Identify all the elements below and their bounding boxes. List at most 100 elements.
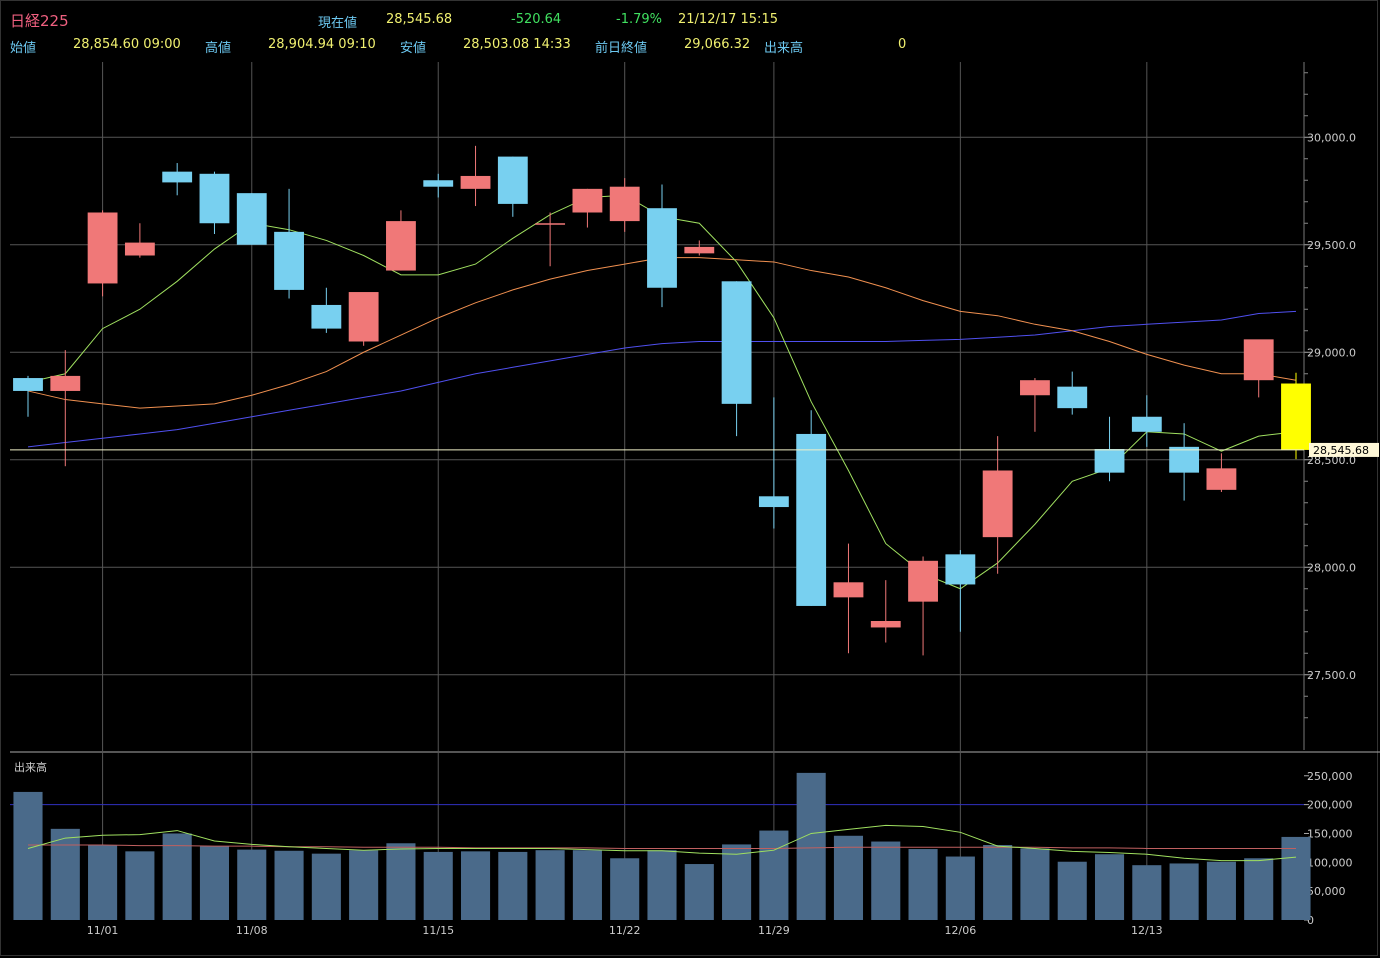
volume-bar: [311, 853, 341, 920]
candle-body: [423, 180, 454, 187]
candle-body: [311, 304, 342, 329]
price-change-pct: -1.79%: [616, 12, 662, 27]
volume-panel-label: 出来高: [14, 760, 47, 774]
volume-bar: [1020, 848, 1050, 920]
volume-bar: [796, 772, 826, 920]
candle-body: [1281, 383, 1311, 450]
candle-body: [50, 375, 81, 391]
volume-bar: [1094, 854, 1125, 920]
volume-bar: [237, 849, 267, 920]
volume-bar: [1244, 858, 1274, 920]
candle-body: [908, 560, 938, 602]
price-change: -520.64: [511, 12, 562, 27]
volume-tick-label: 50,000: [1307, 885, 1346, 898]
candle-body: [13, 378, 43, 391]
candle-body: [124, 242, 155, 256]
price-tick-label: 29,500.0: [1307, 239, 1356, 252]
candle-body: [274, 231, 304, 290]
prev-close-value: 29,066.32: [684, 37, 751, 52]
candle-body: [460, 175, 491, 189]
volume-bar: [945, 856, 975, 920]
volume-bar: [871, 841, 901, 920]
volume-bar: [1132, 865, 1162, 920]
candle-body: [609, 186, 640, 222]
volume-tick-label: 0: [1307, 914, 1314, 927]
volume-tick-label: 250,000: [1307, 770, 1353, 783]
x-tick-label: 11/15: [422, 924, 454, 937]
volume-bar: [88, 845, 118, 920]
candle-body: [945, 554, 976, 585]
volume-bar: [833, 835, 864, 920]
candle-body: [758, 496, 789, 508]
x-tick-label: 11/22: [609, 924, 641, 937]
volume-bar: [908, 849, 938, 920]
candle-body: [162, 171, 193, 183]
low-value: 28,503.08 14:33: [463, 37, 571, 52]
volume-bar: [423, 851, 453, 920]
volume-tick-label: 150,000: [1307, 827, 1353, 840]
candle-body: [497, 156, 528, 204]
high-value: 28,904.94 09:10: [268, 37, 376, 52]
volume-tick-label: 100,000: [1307, 856, 1353, 869]
volume-bar: [610, 858, 640, 920]
candle-body: [1243, 339, 1274, 381]
candle-body: [1094, 449, 1125, 473]
candle-body: [1169, 446, 1200, 473]
open-value: 28,854.60 09:00: [73, 37, 181, 52]
price-ma-long-line: [27, 310, 1297, 448]
volume-bar: [460, 851, 491, 920]
high-label: 高値: [205, 41, 232, 56]
current-price-value: 28,545.68: [386, 12, 453, 27]
price-tick-label: 29,000.0: [1307, 346, 1356, 359]
volume-bar: [983, 845, 1013, 920]
x-tick-label: 11/29: [758, 924, 790, 937]
volume-header-label: 出来高: [764, 41, 804, 56]
volume-ma-long-line: [28, 844, 1296, 849]
x-tick-label: 12/13: [1131, 924, 1163, 937]
prev-close-label: 前日終値: [595, 41, 648, 56]
candle-body: [87, 212, 118, 284]
volume-tick-label: 200,000: [1307, 799, 1353, 812]
candle-body: [386, 221, 416, 271]
volume-bar: [162, 833, 192, 920]
candle-body: [1131, 416, 1162, 432]
volume-bar: [1169, 863, 1199, 920]
candle-body: [1206, 468, 1237, 490]
candle-body: [870, 621, 901, 628]
candle-body: [647, 208, 677, 288]
volume-bar: [498, 851, 528, 920]
price-tick-label: 28,000.0: [1307, 561, 1356, 574]
volume-bar: [274, 850, 304, 920]
open-label: 始値: [10, 41, 37, 56]
volume-bar: [759, 830, 789, 920]
volume-ma-short-line: [27, 824, 1297, 862]
candle-body: [199, 173, 230, 224]
quote-datetime: 21/12/17 15:15: [678, 12, 778, 27]
x-tick-label: 11/01: [87, 924, 119, 937]
candle-body: [721, 281, 752, 404]
candle-body: [796, 433, 827, 606]
price-tick-label: 28,500.0: [1307, 454, 1356, 467]
volume-bar: [1206, 861, 1236, 920]
volume-bar: [684, 864, 714, 920]
volume-header-value: 0: [898, 37, 907, 52]
candle-body: [348, 292, 379, 342]
volume-bar: [647, 850, 677, 920]
price-tick-label: 27,500.0: [1307, 669, 1356, 682]
candle-body: [684, 246, 715, 254]
current-price-tag: [1309, 442, 1379, 457]
x-tick-label: 12/06: [945, 924, 977, 937]
candle-body: [535, 223, 566, 225]
volume-bar: [349, 850, 379, 920]
volume-bar: [386, 843, 416, 920]
candle-body: [982, 470, 1013, 538]
volume-bar: [1057, 861, 1087, 920]
volume-bar: [572, 850, 602, 920]
low-label: 安値: [400, 41, 427, 56]
candle-body: [833, 582, 864, 598]
volume-bar: [125, 851, 155, 920]
candle-body: [1057, 386, 1088, 409]
current-price-label: 現在値: [318, 16, 358, 31]
